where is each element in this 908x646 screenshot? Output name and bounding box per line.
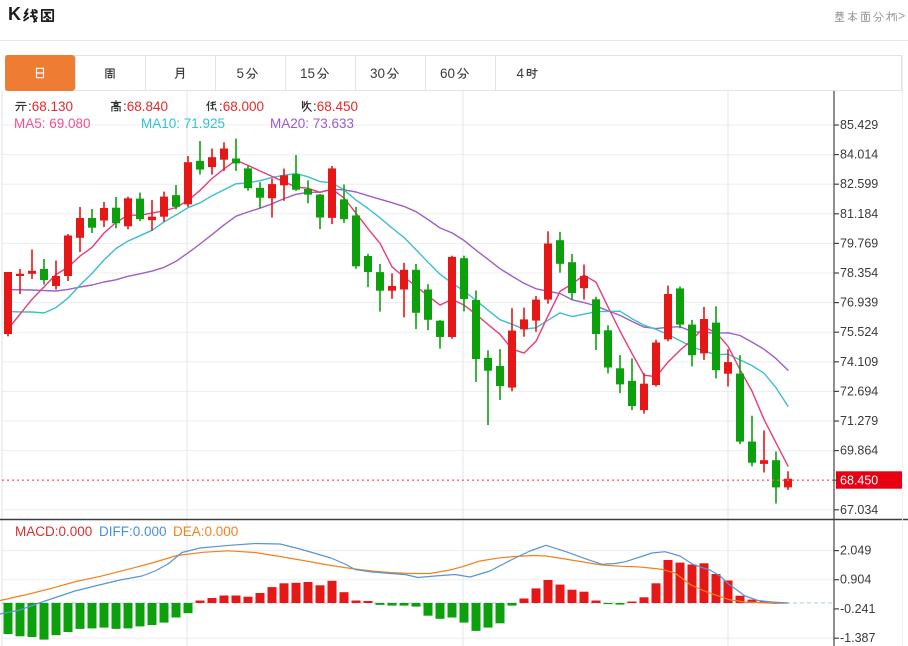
svg-text:78.354: 78.354 [840, 266, 878, 280]
svg-text:-1.387: -1.387 [840, 631, 875, 645]
svg-text:67.034: 67.034 [840, 503, 878, 517]
svg-text:68.450: 68.450 [840, 474, 878, 488]
svg-text:2.049: 2.049 [840, 544, 871, 558]
svg-text:0.904: 0.904 [840, 573, 871, 587]
svg-text:76.939: 76.939 [840, 296, 878, 310]
svg-text:72.694: 72.694 [840, 384, 878, 398]
svg-text:85.429: 85.429 [840, 118, 878, 132]
svg-text:74.109: 74.109 [840, 355, 878, 369]
svg-text:-0.241: -0.241 [840, 602, 875, 616]
svg-text:82.599: 82.599 [840, 177, 878, 191]
svg-text:75.524: 75.524 [840, 325, 878, 339]
svg-text:71.279: 71.279 [840, 414, 878, 428]
svg-text:69.864: 69.864 [840, 444, 878, 458]
svg-text:79.769: 79.769 [840, 236, 878, 250]
svg-text:84.014: 84.014 [840, 148, 878, 162]
svg-text:81.184: 81.184 [840, 207, 878, 221]
